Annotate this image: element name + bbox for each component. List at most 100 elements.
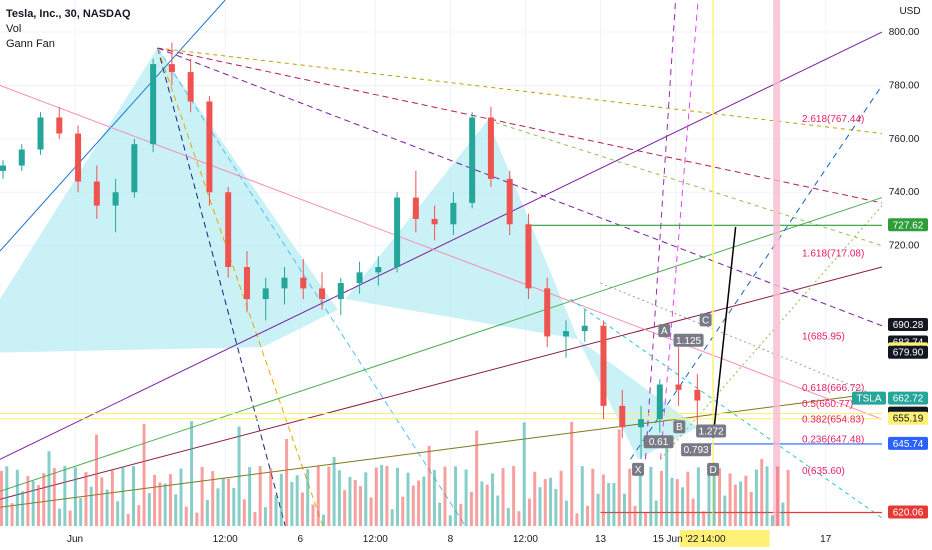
volume-bar (68, 510, 72, 526)
time-tick-label: 12:00 (213, 534, 238, 545)
volume-bar (607, 482, 611, 526)
volume-bar (554, 488, 558, 526)
volume-bar (723, 495, 727, 526)
currency-label: USD (899, 6, 920, 17)
volume-bar (42, 473, 46, 526)
symbol-title[interactable]: Tesla, Inc., 30, NASDAQ (6, 8, 131, 20)
volume-bar (707, 466, 711, 526)
candle-body (319, 288, 326, 300)
candle-body (225, 192, 232, 268)
volume-bar (459, 503, 463, 526)
volume-bar (517, 511, 521, 526)
volume-bar (63, 466, 67, 526)
trend-line (157, 47, 324, 527)
volume-bar (527, 498, 531, 526)
time-highlight (773, 0, 781, 526)
volume-bar (290, 481, 294, 526)
volume-bar (95, 434, 99, 526)
candle-body (544, 288, 551, 337)
volume-bar (158, 482, 162, 526)
harmonic-ratio-box (696, 424, 727, 438)
price-tick-label: 780.00 (889, 80, 920, 91)
candle-body (93, 181, 100, 206)
ticker-badge-label: TSLA (856, 394, 881, 405)
volume-bars (0, 421, 790, 526)
volume-bar (211, 471, 215, 526)
harmonic-ratio-label: 1.272 (699, 427, 724, 438)
volume-bar (200, 466, 204, 526)
volume-bar (469, 491, 473, 526)
price-axis[interactable]: USD 800.00 780.00 760.00 740.00 720.00 727.62 6… (852, 0, 932, 550)
volume-bar (269, 468, 273, 526)
volume-bar (359, 486, 363, 526)
volume-bar (417, 480, 421, 526)
time-axis[interactable]: Jun 12:00 6 12:00 8 12:00 13 15 Jun '22 14:00 17 (0, 526, 932, 550)
volume-bar (79, 498, 83, 526)
volume-bar (153, 474, 157, 526)
volume-bar (295, 475, 299, 526)
volume-bar (617, 429, 621, 526)
time-tick-label: 6 (297, 534, 303, 545)
volume-bar (490, 473, 494, 526)
candle-body (187, 72, 194, 102)
volume-bar (353, 480, 357, 526)
harmonic-point-label: A (661, 326, 668, 337)
price-tag (888, 436, 928, 450)
indicator-gann-fan[interactable]: Gann Fan (6, 38, 55, 50)
volume-bar (311, 504, 315, 526)
volume-bar (644, 513, 648, 526)
trend-line (0, 0, 226, 252)
time-tick-label: 14:00 (701, 534, 726, 545)
volume-bar (89, 486, 93, 526)
price-tag-label: 662.72 (893, 394, 924, 405)
ticker-badge (852, 391, 886, 405)
candle-body (243, 267, 250, 300)
candle-body (75, 133, 82, 182)
price-tag-label: 655.19 (893, 414, 924, 425)
volume-bar (733, 484, 737, 526)
volume-bar (480, 481, 484, 526)
volume-bar (52, 467, 56, 526)
volume-bar (327, 466, 331, 526)
volume-bar (754, 469, 758, 526)
candle-body (619, 405, 626, 428)
price-tag-label: 620.06 (893, 507, 924, 518)
volume-bar (612, 483, 616, 526)
volume-bar (744, 475, 748, 526)
volume-bar (300, 492, 304, 526)
volume-bar (142, 423, 146, 526)
candle-body (300, 277, 307, 289)
candle-body (675, 384, 682, 390)
volume-bar (374, 467, 378, 526)
volume-bar (121, 466, 125, 526)
volume-bar (522, 422, 526, 526)
volume-bar (786, 469, 790, 526)
candle-body (356, 272, 363, 284)
harmonic-point-box (699, 313, 712, 327)
pattern-fill (345, 120, 578, 340)
candle-body (431, 218, 438, 225)
time-axis-background (0, 526, 932, 550)
volume-bar (131, 466, 135, 526)
volume-bar (343, 490, 347, 526)
trend-line (0, 197, 883, 492)
volume-bar (665, 443, 669, 526)
candle-body (18, 149, 25, 166)
volume-bar (549, 477, 553, 526)
volume-bar (36, 485, 40, 526)
volume-bar (58, 508, 62, 526)
volume-bar (168, 474, 172, 526)
volume-bar (401, 496, 405, 526)
volume-bar (485, 484, 489, 526)
candle-body (600, 325, 607, 406)
indicator-vol[interactable]: Vol (6, 23, 22, 35)
volume-bar (237, 426, 241, 526)
candle-body (168, 64, 175, 73)
price-tag-label: 727.62 (893, 220, 924, 231)
volume-bar (633, 505, 637, 526)
harmonic-point-box (673, 420, 686, 434)
volume-bar (475, 430, 479, 526)
volume-bar (570, 421, 574, 526)
harmonic-point-label: X (635, 465, 642, 476)
